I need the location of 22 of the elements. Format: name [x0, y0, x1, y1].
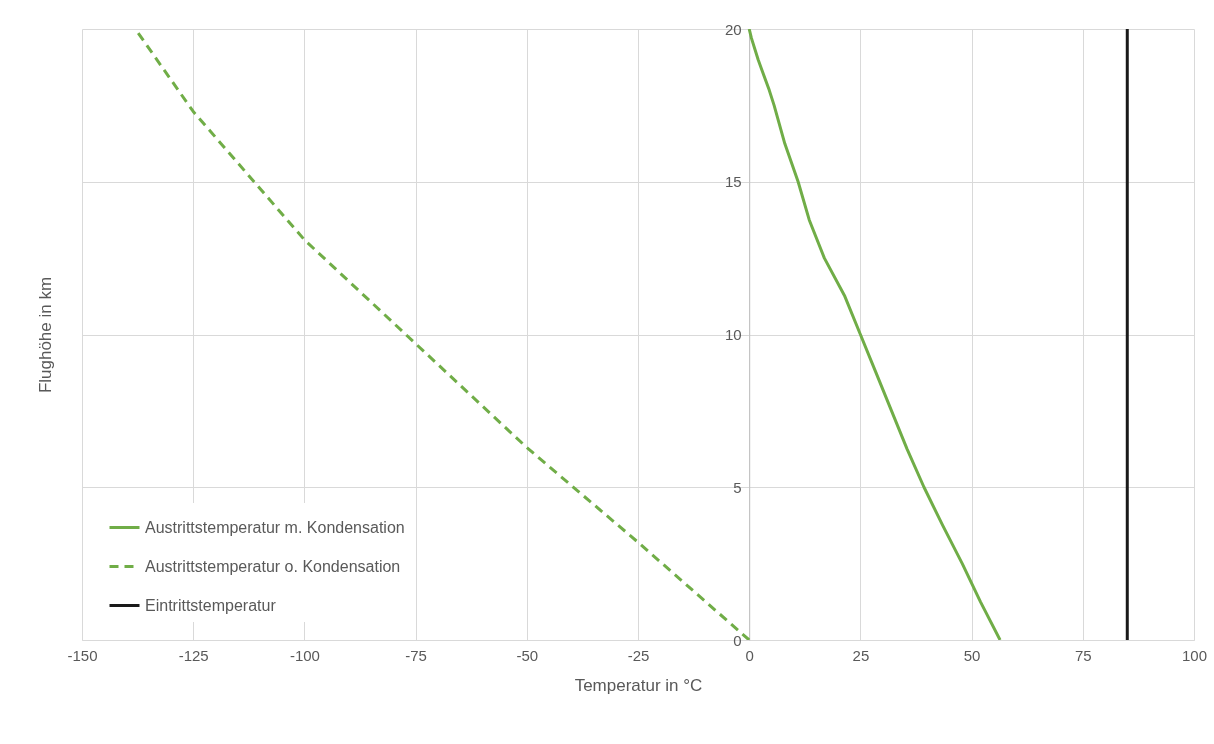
- y-tick-label: 5: [733, 478, 742, 496]
- x-tick-label: -125: [178, 646, 209, 664]
- x-tick-label: -100: [289, 646, 320, 664]
- y-tick-label: 20: [725, 20, 742, 38]
- y-axis-title: Flughöhe in km: [35, 276, 55, 394]
- y-tick-label: 0: [733, 631, 742, 649]
- legend-label: Eintrittstemperatur: [145, 596, 277, 614]
- x-tick-label: 75: [1074, 646, 1092, 664]
- line-series: [747, 29, 1002, 640]
- legend-label: Austrittstemperatur m. Kondensation: [145, 518, 405, 536]
- x-tick-label: 100: [1181, 646, 1208, 664]
- x-tick-label: 25: [852, 646, 870, 664]
- y-tick-label: 10: [725, 326, 742, 343]
- x-tick-label: -150: [67, 646, 98, 664]
- x-tick-label: 0: [745, 646, 754, 664]
- x-tick-label: 50: [963, 646, 981, 664]
- y-tick-label: 15: [725, 173, 742, 191]
- legend-label: Austrittstemperatur o. Kondensation: [145, 557, 401, 575]
- x-tick-label: -75: [405, 646, 427, 664]
- x-axis-title: Temperatur in °C: [574, 675, 703, 695]
- x-tick-label: -25: [627, 646, 650, 664]
- x-tick-label: -50: [516, 646, 539, 664]
